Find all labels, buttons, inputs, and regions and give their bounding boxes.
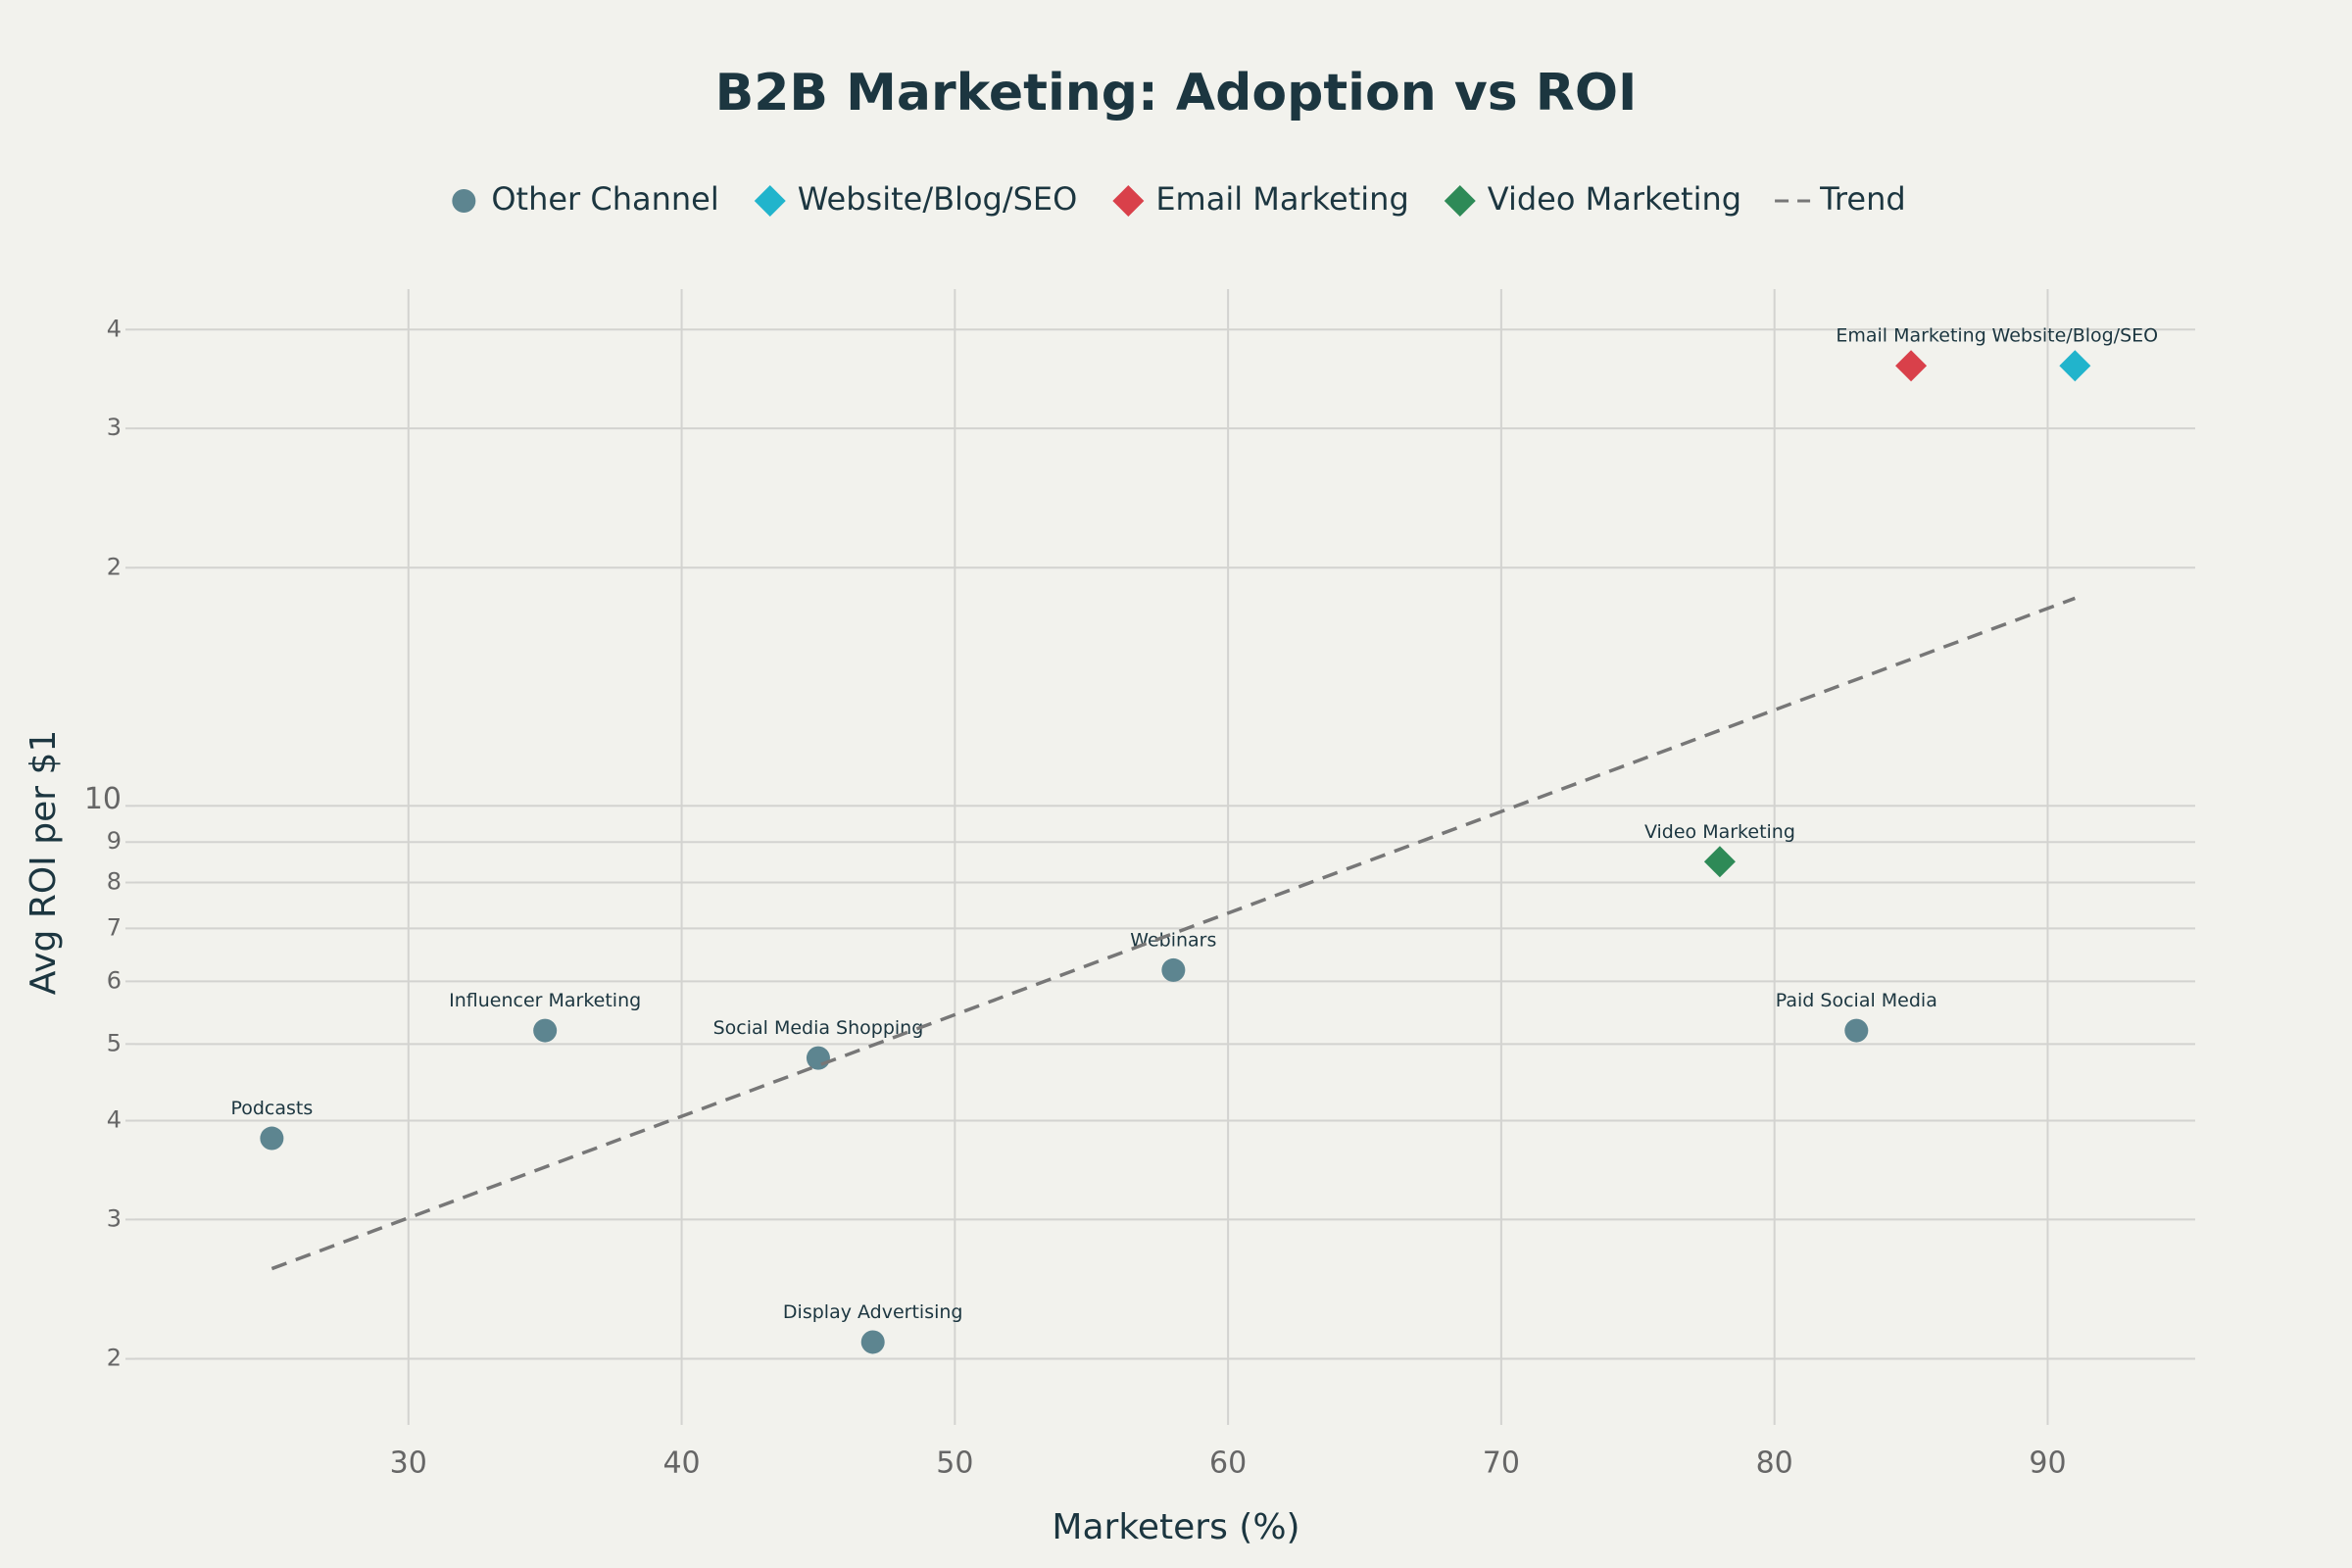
point-label: Podcasts: [230, 1098, 313, 1119]
y-tick-label: 4: [107, 1106, 122, 1134]
point: [754, 185, 786, 217]
trend-line: [270, 596, 2076, 1271]
legend-item: Email Marketing: [1112, 180, 1409, 218]
point-label: Social Media Shopping: [713, 1017, 924, 1039]
y-tick-label: 7: [107, 913, 122, 941]
point-label: Email Marketing: [1836, 325, 1985, 347]
legend-item: Other Channel: [452, 180, 719, 218]
legend-item: Trend: [1775, 180, 1906, 218]
y-tick-label: 10: [84, 782, 122, 816]
point: [2059, 350, 2091, 382]
point: [452, 189, 476, 213]
y-tick-label: 3: [107, 1204, 122, 1232]
y-tick-label: 8: [107, 868, 122, 896]
point-label: Webinars: [1130, 929, 1216, 951]
point: [1844, 1018, 1869, 1043]
legend-label: Website/Blog/SEO: [798, 180, 1078, 218]
x-tick-label: 80: [1756, 1446, 1793, 1481]
point: [860, 1330, 885, 1354]
y-tick-label: 9: [107, 827, 122, 855]
x-axis-title: Marketers (%): [1052, 1507, 1299, 1547]
point-label: Paid Social Media: [1776, 990, 1937, 1011]
y-tick-label: 4: [107, 315, 122, 342]
legend: Other Channel Website/Blog/SEO Email Marke…: [452, 180, 1906, 218]
point-label: Display Advertising: [783, 1301, 963, 1323]
legend-label: Other Channel: [491, 180, 718, 218]
legend-label: Video Marketing: [1488, 180, 1741, 218]
y-tick-label: 2: [107, 553, 122, 580]
y-tick-label: 3: [107, 414, 122, 441]
x-tick-label: 30: [390, 1446, 427, 1481]
point: [260, 1126, 284, 1151]
point: [1703, 846, 1736, 878]
legend-label: Email Marketing: [1155, 180, 1408, 218]
x-tick-label: 60: [1209, 1446, 1247, 1481]
x-tick-label: 70: [1483, 1446, 1520, 1481]
point-label: Website/Blog/SEO: [1992, 325, 2159, 347]
y-tick-label: 2: [107, 1345, 122, 1372]
point: [806, 1046, 830, 1070]
y-tick-label: 5: [107, 1029, 122, 1056]
x-tick-label: 90: [2029, 1446, 2066, 1481]
legend-item: Website/Blog/SEO: [754, 180, 1078, 218]
legend-item: Video Marketing: [1444, 180, 1741, 218]
y-tick-label: 6: [107, 966, 122, 994]
point: [1112, 185, 1145, 217]
point: [1895, 350, 1928, 382]
point-label: Video Marketing: [1644, 821, 1795, 843]
x-tick-label: 50: [936, 1446, 973, 1481]
point: [533, 1018, 558, 1043]
point-label: Influencer Marketing: [449, 990, 641, 1011]
point: [1161, 957, 1186, 982]
legend-label: Trend: [1819, 180, 1906, 218]
point: [1444, 185, 1476, 217]
chart-title: B2B Marketing: Adoption vs ROI: [715, 64, 1638, 122]
x-tick-label: 40: [662, 1446, 700, 1481]
y-axis-title: Avg ROI per $1: [24, 730, 64, 996]
